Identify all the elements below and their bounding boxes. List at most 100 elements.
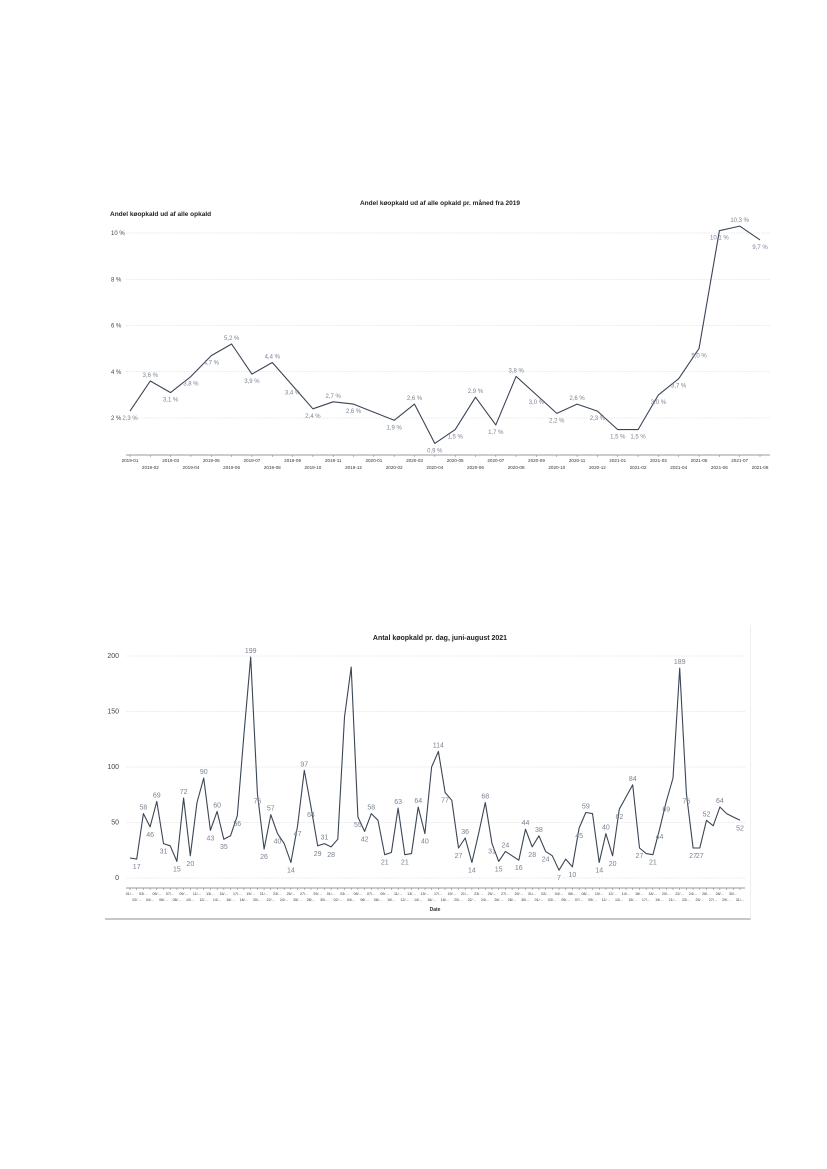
x-tick-label: 2019-09 bbox=[284, 458, 301, 463]
x-tick-label: 29/… bbox=[313, 892, 322, 896]
x-tick-label: 25/… bbox=[287, 892, 296, 896]
daily-chart-svg: Antal køopkald pr. dag, juni-august 2021… bbox=[107, 635, 745, 913]
x-tick-label: 2021-08 bbox=[752, 465, 769, 470]
monthly-queue-share-chart: Andel køopkald ud af alle opkald pr. mån… bbox=[105, 190, 777, 486]
chart-title: Andel køopkald ud af alle opkald pr. mån… bbox=[360, 199, 520, 207]
x-tick-label: 09/… bbox=[588, 898, 597, 902]
x-tick-label: 2021-07 bbox=[731, 458, 748, 463]
data-label: 28 bbox=[528, 852, 536, 859]
x-tick-label: 28/… bbox=[307, 898, 316, 902]
x-tick-label: 2020-12 bbox=[589, 465, 606, 470]
x-tick-label: 2020-11 bbox=[569, 458, 586, 463]
x-tick-label: 2019-07 bbox=[244, 458, 261, 463]
x-tick-label: 2019-08 bbox=[264, 465, 281, 470]
x-tick-label: 13/… bbox=[206, 892, 215, 896]
data-label: 31 bbox=[160, 849, 168, 856]
data-label: 36 bbox=[461, 829, 469, 836]
x-tick-label: 14/… bbox=[213, 898, 222, 902]
x-tick-label: 01/… bbox=[126, 892, 135, 896]
data-label: 68 bbox=[481, 794, 489, 801]
x-tick-label: 01/… bbox=[535, 898, 544, 902]
x-tick-label: 2020-07 bbox=[487, 458, 504, 463]
x-tick-label: 29/… bbox=[722, 898, 731, 902]
x-tick-label: 13/… bbox=[615, 898, 624, 902]
x-tick-label: 2019-04 bbox=[183, 465, 200, 470]
data-label: 10,3 % bbox=[730, 218, 749, 224]
x-tick-label: 2019-06 bbox=[223, 465, 240, 470]
data-label: 5,0 % bbox=[691, 354, 707, 360]
x-tick-label: 24/… bbox=[481, 898, 490, 902]
x-tick-label: 20/… bbox=[253, 898, 262, 902]
x-tick-label: 2019-03 bbox=[162, 458, 179, 463]
x-tick-label: 20/… bbox=[662, 892, 671, 896]
x-tick-label: 2019-10 bbox=[304, 465, 321, 470]
x-tick-label: 13/… bbox=[407, 892, 416, 896]
x-tick-label: 17/… bbox=[233, 892, 242, 896]
x-tick-label: 10/… bbox=[387, 898, 396, 902]
data-label: 40 bbox=[274, 839, 282, 846]
data-label: 63 bbox=[394, 799, 402, 806]
x-tick-label: 08/… bbox=[582, 892, 591, 896]
data-label: 3,1 % bbox=[163, 398, 179, 404]
x-tick-label: 16/… bbox=[427, 898, 436, 902]
data-label: 7 bbox=[557, 875, 561, 882]
data-label: 26 bbox=[260, 854, 268, 861]
data-label: 2,6 % bbox=[346, 409, 362, 415]
data-label: 4,7 % bbox=[204, 361, 220, 367]
data-label: 97 bbox=[300, 761, 308, 768]
data-label: 31 bbox=[320, 835, 328, 842]
x-tick-label: 27/… bbox=[709, 898, 718, 902]
data-label: 1,5 % bbox=[447, 435, 463, 441]
y-tick-label: 10 % bbox=[111, 231, 125, 237]
data-label: 17 bbox=[133, 864, 141, 871]
x-tick-label: 2021-03 bbox=[650, 458, 667, 463]
x-tick-label: 11/… bbox=[394, 892, 403, 896]
x-tick-label: 25/… bbox=[695, 898, 704, 902]
data-label: 10 bbox=[569, 872, 577, 879]
x-tick-label: 12/… bbox=[608, 892, 617, 896]
data-label: 62 bbox=[615, 814, 623, 821]
x-tick-label: 2021-05 bbox=[691, 458, 708, 463]
x-tick-label: 18/… bbox=[649, 892, 658, 896]
x-tick-label: 23/… bbox=[273, 892, 282, 896]
x-tick-label: 11/… bbox=[193, 892, 202, 896]
x-tick-label: 07/… bbox=[166, 892, 175, 896]
y-axis-label: Andel køopkald ud af alle opkald bbox=[110, 211, 211, 218]
x-tick-label: 24/… bbox=[280, 898, 289, 902]
x-tick-label: 06/… bbox=[360, 898, 369, 902]
data-label: 59 bbox=[582, 804, 590, 811]
x-tick-label: 02/… bbox=[334, 898, 343, 902]
x-tick-label: 28/… bbox=[716, 892, 725, 896]
x-tick-label: 28/… bbox=[508, 898, 517, 902]
x-tick-label: 2020-01 bbox=[365, 458, 382, 463]
x-tick-label: 20/… bbox=[454, 898, 463, 902]
x-tick-label: 25/… bbox=[488, 892, 497, 896]
data-label: 43 bbox=[207, 835, 215, 842]
monthly-chart-svg: Andel køopkald ud af alle opkald pr. mån… bbox=[110, 199, 770, 470]
data-label: 3,9 % bbox=[244, 379, 260, 385]
x-tick-label: 06/… bbox=[568, 892, 577, 896]
x-tick-label: 19/… bbox=[655, 898, 664, 902]
x-tick-label: 2020-06 bbox=[467, 465, 484, 470]
data-label: 20 bbox=[186, 861, 194, 868]
x-tick-label: 07/… bbox=[575, 898, 584, 902]
data-label: 35 bbox=[220, 844, 228, 851]
x-tick-label: 2019-02 bbox=[142, 465, 159, 470]
data-label: 55 bbox=[354, 822, 362, 829]
series-line bbox=[129, 656, 741, 871]
x-tick-label: 24/… bbox=[689, 892, 698, 896]
data-label: 2,6 % bbox=[569, 396, 585, 402]
data-label: 5,2 % bbox=[224, 336, 240, 342]
x-tick-label: 04/… bbox=[146, 898, 155, 902]
x-tick-label: 26/… bbox=[293, 898, 302, 902]
x-tick-label: 2021-02 bbox=[630, 465, 647, 470]
data-label: 9,7 % bbox=[752, 245, 768, 251]
series-line bbox=[129, 225, 761, 444]
x-tick-label: 03/… bbox=[340, 892, 349, 896]
data-label: 3,6 % bbox=[143, 373, 159, 379]
data-label: 76 bbox=[682, 799, 690, 806]
data-label: 14 bbox=[468, 867, 476, 874]
data-label: 56 bbox=[233, 821, 241, 828]
x-tick-label: 18/… bbox=[240, 898, 249, 902]
x-tick-label: 21/… bbox=[669, 898, 678, 902]
